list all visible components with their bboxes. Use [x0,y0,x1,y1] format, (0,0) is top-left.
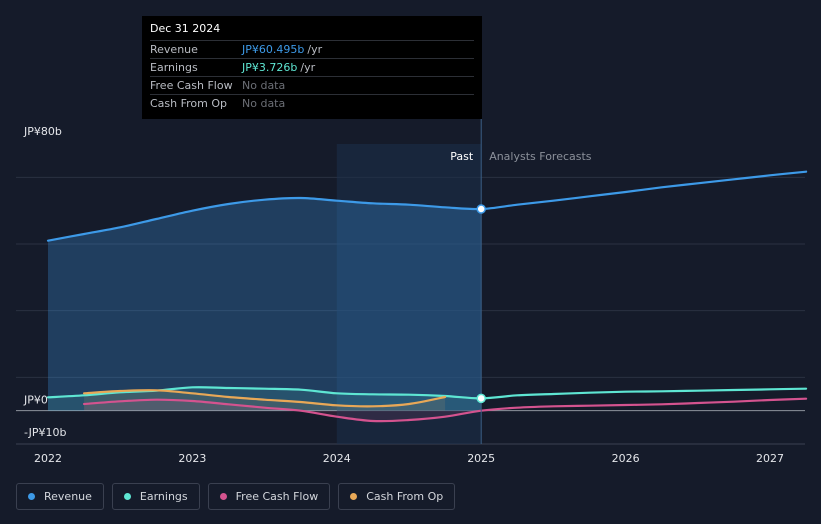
tooltip-unit: /yr [307,43,323,56]
tooltip-value: No data [242,97,288,110]
x-tick-label: 2024 [323,452,351,465]
series-lines [46,170,808,423]
legend-dot-icon [219,493,227,500]
revenue-marker [476,204,486,214]
tooltip-row-revenue: Revenue JP¥60.495b/yr [150,40,474,58]
legend-item-cash-from-op[interactable]: Cash From Op [338,483,456,510]
legend-label: Revenue [44,490,92,503]
tooltip-unit: /yr [300,61,316,74]
revenue-area [48,197,482,411]
free-cash-flow-area [84,399,482,422]
past-label: Past [450,150,474,163]
tooltip-number: No data [242,79,286,92]
legend-label: Earnings [139,490,188,503]
tooltip-date: Dec 31 2024 [150,22,221,35]
x-tick-label: 2025 [467,452,495,465]
legend-label: Free Cash Flow [235,490,319,503]
tooltip-label: Earnings [150,61,198,74]
tooltip-number: No data [242,97,286,110]
x-tick-label: 2027 [756,452,784,465]
legend-item-revenue[interactable]: Revenue [16,483,104,510]
legend-item-earnings[interactable]: Earnings [111,483,200,510]
revenue-line [46,170,808,242]
x-tick-label: 2022 [34,452,62,465]
y-tick-label: JP¥80b [23,125,62,138]
x-tick-label: 2026 [612,452,640,465]
y-axis-labels: JP¥80b JP¥0 -JP¥10b [23,125,66,439]
tooltip: Dec 31 2024 Revenue JP¥60.495b/yr Earnin… [142,16,482,119]
earnings-line [46,386,808,400]
legend-item-free-cash-flow[interactable]: Free Cash Flow [207,483,331,510]
tooltip-value: No data [242,79,288,92]
legend-dot-icon [123,493,131,500]
tooltip-label: Cash From Op [150,97,228,110]
free-cash-flow-line [83,397,808,423]
legend: Revenue Earnings Free Cash Flow Cash Fro… [16,483,456,510]
y-tick-label: -JP¥10b [24,426,66,439]
tooltip-value: JP¥3.726b/yr [242,61,315,74]
tooltip-row-earnings: Earnings JP¥3.726b/yr [150,58,474,76]
legend-label: Cash From Op [366,490,444,503]
hover-markers [476,204,486,404]
earnings-marker [476,393,486,404]
tooltip-number: JP¥60.495b [242,43,305,56]
tooltip-row-free-cash-flow: Free Cash Flow No data [150,76,474,94]
legend-dot-icon [28,493,35,500]
legend-dot-icon [350,493,358,500]
tooltip-label: Free Cash Flow [150,79,233,92]
tooltip-value: JP¥60.495b/yr [242,43,322,56]
y-tick-label: JP¥0 [23,394,48,407]
cash-from-op-line [83,389,447,408]
tooltip-number: JP¥3.726b [242,61,298,74]
x-tick-label: 2023 [178,452,206,465]
tooltip-row-cash-from-op: Cash From Op No data [150,94,474,112]
series-areas [48,197,482,422]
x-axis-labels: 2022 2023 2024 2025 2026 2027 [34,452,784,465]
tooltip-label: Revenue [150,43,198,56]
forecast-label: Analysts Forecasts [489,150,592,163]
